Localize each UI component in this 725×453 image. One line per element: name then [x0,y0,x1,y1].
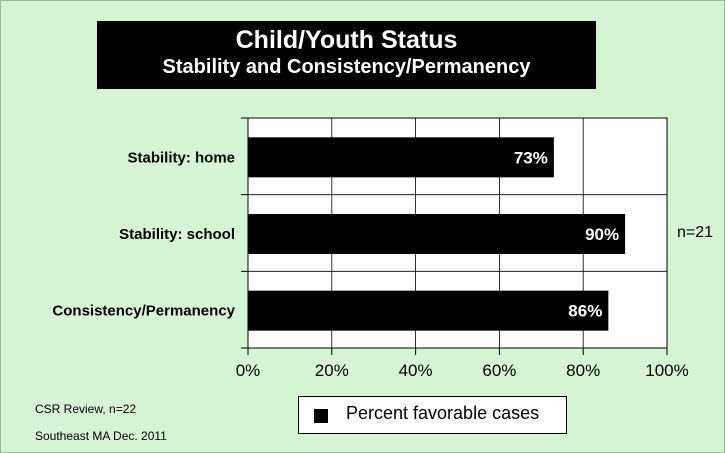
x-tick-label: 60% [482,361,516,380]
category-label: Stability: home [127,149,235,166]
x-tick-label: 100% [645,361,688,380]
category-label: Consistency/Permanency [52,303,235,320]
legend-label: Percent favorable cases [346,403,540,423]
bar-value-label: 73% [514,148,548,167]
x-tick-label: 0% [236,361,261,380]
chart-title: Child/Youth Status [235,26,458,54]
footer-region-note: Southeast MA Dec. 2011 [35,429,167,443]
x-tick-label: 20% [315,361,349,380]
bar [248,137,554,178]
legend: Percent favorable cases [298,396,567,434]
x-tick-label: 80% [566,361,600,380]
sample-size-note: n=21 [677,224,714,241]
bar [248,290,609,331]
bar-value-label: 86% [568,302,602,321]
x-tick-label: 40% [399,361,433,380]
title-banner: Child/Youth Status Stability and Consist… [97,21,596,89]
category-label: Stability: school [119,226,235,243]
bar-value-label: 90% [585,225,619,244]
legend-swatch [314,409,328,423]
footer-review-note: CSR Review, n=22 [35,402,137,416]
bar [248,214,626,254]
chart-subtitle: Stability and Consistency/Permanency [162,56,531,78]
